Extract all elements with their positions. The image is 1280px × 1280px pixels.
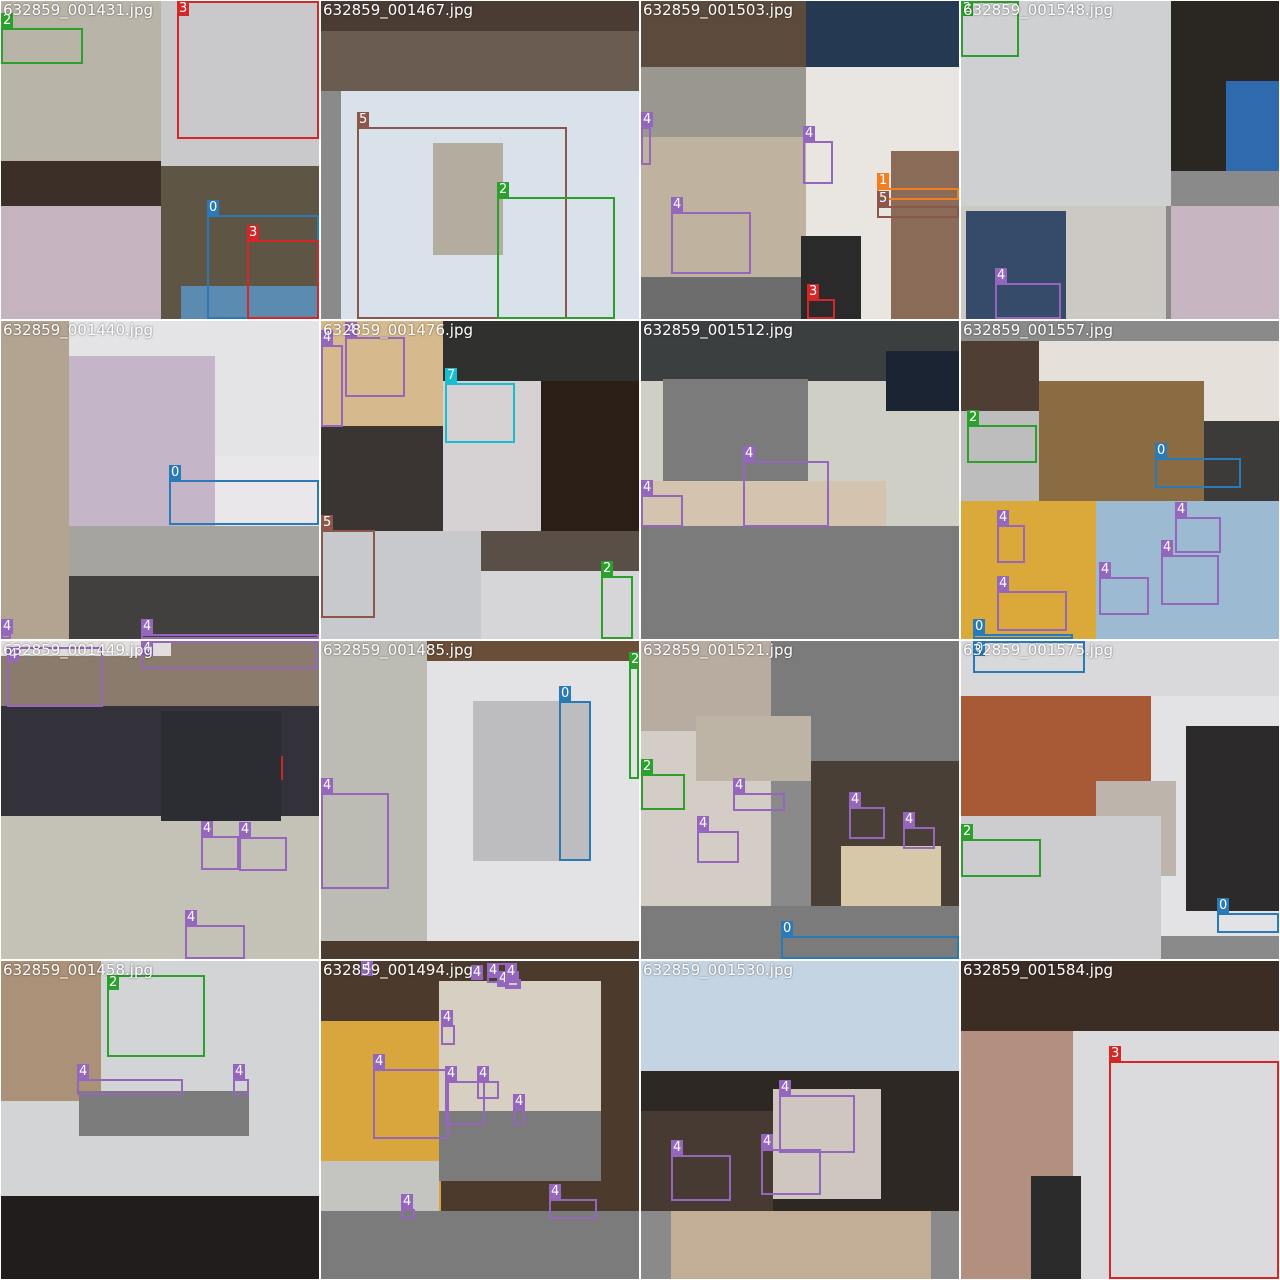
image-patch [181,286,319,319]
tile-filename: 632859_001530.jpg [643,961,793,979]
image-tile: 2 4 4 4 4 0 632859_001521.jpg [641,641,959,959]
image-patch [641,1111,773,1211]
image-patch [69,356,215,526]
tile-filename: 632859_001548.jpg [963,1,1113,19]
image-patch [773,1089,881,1199]
image-patch [841,846,941,906]
image-tile: 4 4 4 4 4 4 4 4 4 4 4 4 632859_001494.jpg [321,961,639,1279]
image-patch [79,1091,249,1136]
tile-filename: 632859_001494.jpg [323,961,473,979]
image-tile: 2 3 0 3 632859_001431.jpg [1,1,319,319]
image-patch [215,456,319,526]
image-patch [321,31,639,91]
image-patch [161,1,319,171]
image-patch [1,1196,319,1279]
image-tile: 4 4 7 5 2 632859_001476.jpg [321,321,639,639]
image-patch [696,716,811,781]
image-patch [321,641,427,941]
image-patch [641,481,886,526]
image-patch [641,137,806,277]
image-patch [1171,206,1279,319]
image-patch [801,236,861,319]
image-patch [439,1111,601,1181]
image-tile: 0 2 0 632859_001575.jpg [961,641,1279,959]
image-patch [641,67,806,137]
image-patch [966,211,1066,319]
image-tile: 5 2 632859_001467.jpg [321,1,639,319]
tile-filename: 632859_001476.jpg [323,321,473,339]
tile-filename: 632859_001467.jpg [323,1,473,19]
image-patch [961,1,1171,206]
image-tile: 4 4 632859_001512.jpg [641,321,959,639]
image-tile: 0 4 4 632859_001440.jpg [1,321,319,639]
tile-filename: 632859_001512.jpg [643,321,793,339]
tile-filename: 632859_001575.jpg [963,641,1113,659]
image-patch [1039,381,1204,501]
image-tile: 4 4 4 632859_001530.jpg [641,961,959,1279]
image-patch [641,526,959,639]
tile-filename: 632859_001557.jpg [963,321,1113,339]
image-patch [443,381,541,531]
image-tile: 0 2 4 632859_001485.jpg [321,641,639,959]
image-patch [1186,726,1279,911]
image-patch [1,961,101,1101]
image-patch [641,961,959,1071]
image-patch [1073,1031,1279,1279]
image-patch [886,351,959,411]
image-patch [473,701,591,861]
image-patch [641,277,806,319]
image-patch [1031,1176,1081,1279]
tile-filename: 632859_001584.jpg [963,961,1113,979]
image-patch [961,501,1096,639]
image-patch [481,571,639,639]
image-patch [1,206,161,319]
image-patch [641,1,806,67]
tile-filename: 632859_001449.jpg [3,641,153,659]
image-patch [69,576,319,639]
image-tile: 2 0 4 4 4 4 4 0 632859_001557.jpg [961,321,1279,639]
image-patch [961,816,1161,959]
tile-filename: 632859_001431.jpg [3,1,153,19]
image-patch [1226,81,1279,171]
image-patch [1,161,161,211]
image-tile: 2 4 632859_001548.jpg [961,1,1279,319]
image-tile: 2 4 4 632859_001458.jpg [1,961,319,1279]
image-patch [1,1,161,161]
tile-filename: 632859_001521.jpg [643,641,793,659]
image-tile: 3 632859_001584.jpg [961,961,1279,1279]
image-patch [1204,421,1279,501]
image-patch [1,816,319,959]
image-patch [891,151,959,319]
image-patch [961,641,1279,696]
image-patch [961,341,1039,421]
image-patch [433,143,503,255]
image-patch [961,411,1039,501]
image-tile: 4 4 4 1 5 3 632859_001503.jpg [641,1,959,319]
tile-filename: 632859_001440.jpg [3,321,153,339]
image-patch [161,711,281,821]
image-patch [1,321,69,639]
image-patch [961,961,1279,1031]
image-patch [321,941,639,959]
image-patch [443,321,639,381]
image-patch [321,1211,639,1279]
image-patch [806,1,959,67]
image-patch [1096,501,1279,639]
tile-filename: 632859_001485.jpg [323,641,473,659]
image-patch [321,1161,439,1211]
image-tile: 4 4 4 4 4 632859_001449.jpg [1,641,319,959]
image-patch [321,531,481,639]
image-patch [541,381,639,541]
image-patch [641,906,959,959]
image-patch [671,1211,931,1279]
image-patch [439,981,601,1111]
tile-filename: 632859_001458.jpg [3,961,153,979]
tile-filename: 632859_001503.jpg [643,1,793,19]
